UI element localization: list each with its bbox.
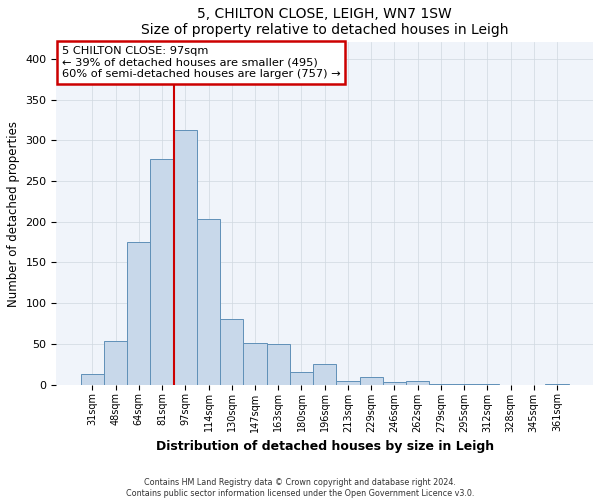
Bar [359,376,383,384]
Bar [290,372,313,384]
Bar [266,344,290,385]
Bar [81,374,104,384]
Text: 5 CHILTON CLOSE: 97sqm
← 39% of detached houses are smaller (495)
60% of semi-de: 5 CHILTON CLOSE: 97sqm ← 39% of detached… [62,46,340,79]
Title: 5, CHILTON CLOSE, LEIGH, WN7 1SW
Size of property relative to detached houses in: 5, CHILTON CLOSE, LEIGH, WN7 1SW Size of… [141,7,508,37]
Bar [313,364,337,384]
X-axis label: Distribution of detached houses by size in Leigh: Distribution of detached houses by size … [155,440,494,453]
Bar [151,159,173,384]
Bar [244,343,266,384]
Bar [197,220,220,384]
Bar [104,340,127,384]
Text: Contains HM Land Registry data © Crown copyright and database right 2024.
Contai: Contains HM Land Registry data © Crown c… [126,478,474,498]
Bar [383,382,406,384]
Bar [220,318,244,384]
Bar [173,130,197,384]
Bar [127,242,151,384]
Bar [406,380,429,384]
Bar [337,380,359,384]
Y-axis label: Number of detached properties: Number of detached properties [7,120,20,306]
